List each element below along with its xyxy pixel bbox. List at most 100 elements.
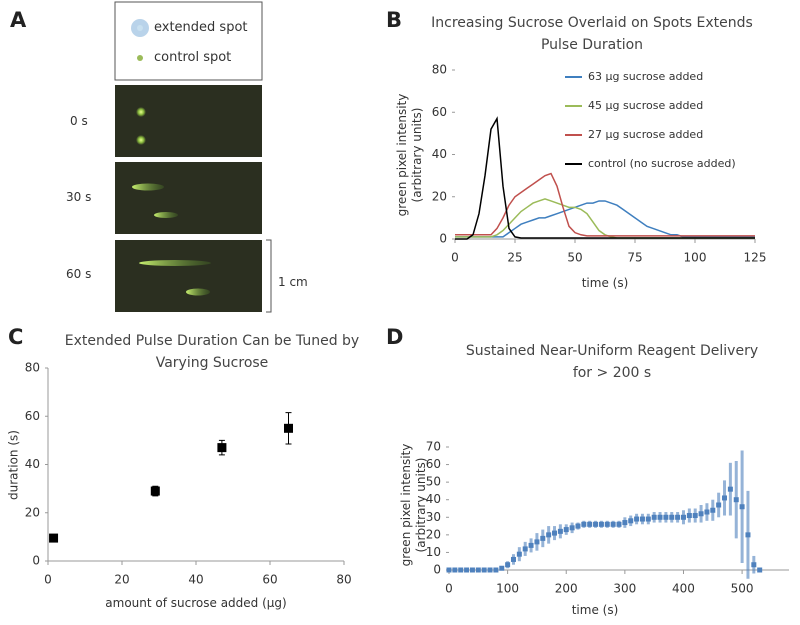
- point: [716, 502, 722, 508]
- point: [739, 504, 745, 510]
- y-tick-label: 80: [25, 361, 40, 375]
- y-tick-label: 20: [25, 505, 40, 519]
- y-axis-label: duration (s): [6, 430, 21, 500]
- legend-label: extended spot: [154, 20, 248, 35]
- chart-title: Sustained Near-Uniform Reagent Delivery …: [465, 343, 759, 381]
- point: [528, 542, 534, 548]
- image-frame: [115, 85, 262, 157]
- point: [622, 520, 628, 526]
- frame-label: 0 s: [70, 114, 88, 128]
- y-tick-label: 20: [432, 189, 447, 203]
- legend-label: 45 µg sucrose added: [588, 99, 703, 112]
- spot: [136, 135, 146, 145]
- point: [49, 533, 59, 543]
- series-line: [455, 116, 755, 240]
- point: [639, 516, 645, 522]
- series-line: [455, 198, 755, 239]
- point: [563, 527, 569, 533]
- point: [587, 521, 593, 527]
- x-tick-label: 100: [684, 251, 707, 265]
- y-tick-label: 50: [426, 475, 441, 489]
- series-line: [455, 172, 755, 237]
- point: [692, 513, 698, 519]
- x-tick-label: 50: [567, 251, 582, 265]
- x-tick-label: 75: [627, 251, 642, 265]
- point: [651, 514, 657, 520]
- frame-label: 60 s: [66, 267, 92, 281]
- point: [487, 567, 493, 573]
- x-tick-label: 0: [445, 582, 453, 596]
- point: [727, 486, 733, 492]
- scale-label: 1 cm: [278, 275, 308, 289]
- point: [510, 556, 516, 562]
- y-tick-label: 0: [32, 554, 40, 568]
- spot: [132, 183, 164, 191]
- x-axis-label: time (s): [581, 276, 629, 290]
- x-tick-label: 60: [262, 573, 277, 587]
- y-tick-label: 0: [439, 232, 447, 246]
- legend-label: 27 µg sucrose added: [588, 128, 703, 141]
- y-tick-label: 40: [426, 492, 441, 506]
- x-tick-label: 25: [507, 251, 522, 265]
- point: [475, 567, 481, 573]
- spot: [186, 288, 210, 296]
- point: [733, 497, 739, 503]
- scale-bar: [266, 239, 272, 313]
- x-tick-label: 125: [744, 251, 767, 265]
- point: [698, 511, 704, 517]
- x-tick-label: 100: [496, 582, 519, 596]
- point: [499, 565, 505, 571]
- y-tick-label: 60: [432, 105, 447, 119]
- y-tick-label: 60: [426, 457, 441, 471]
- y-tick-label: 10: [426, 545, 441, 559]
- point: [493, 567, 499, 573]
- point: [452, 567, 458, 573]
- y-tick-label: 20: [426, 527, 441, 541]
- point: [616, 521, 622, 527]
- image-frame: [115, 240, 262, 312]
- point: [751, 562, 757, 568]
- spot: [139, 260, 211, 266]
- chart-title: Extended Pulse Duration Can be Tuned by …: [64, 333, 360, 371]
- x-tick-label: 40: [188, 573, 203, 587]
- point: [446, 567, 452, 573]
- point: [669, 514, 675, 520]
- point: [593, 521, 599, 527]
- point: [745, 532, 751, 538]
- point: [663, 514, 669, 520]
- y-axis-label: green pixel intensity (arbitrary units): [395, 93, 424, 217]
- spot: [136, 107, 146, 117]
- x-tick-label: 80: [336, 573, 351, 587]
- y-tick-label: 60: [25, 409, 40, 423]
- point: [604, 521, 610, 527]
- point: [757, 567, 763, 573]
- x-tick-label: 0: [44, 573, 52, 587]
- point: [575, 523, 581, 529]
- x-tick-label: 500: [731, 582, 754, 596]
- spot: [154, 212, 178, 218]
- x-axis-label: amount of sucrose added (µg): [105, 596, 287, 610]
- point: [552, 530, 558, 536]
- frame-label: 30 s: [66, 190, 92, 204]
- point: [569, 525, 575, 531]
- point: [634, 516, 640, 522]
- point: [464, 567, 470, 573]
- chart-title: Increasing Sucrose Overlaid on Spots Ext…: [431, 15, 753, 53]
- point: [710, 507, 716, 513]
- panel-label: A: [10, 8, 27, 32]
- point: [581, 521, 587, 527]
- point: [516, 551, 522, 557]
- y-tick-label: 70: [426, 440, 441, 454]
- panel-label: D: [386, 325, 404, 349]
- legend-label: control (no sucrose added): [588, 157, 736, 170]
- legend-swatch: [137, 55, 143, 61]
- point: [546, 532, 552, 538]
- point: [481, 567, 487, 573]
- y-tick-label: 40: [432, 147, 447, 161]
- legend-label: control spot: [154, 50, 232, 65]
- panel-label: B: [386, 8, 403, 32]
- legend-label: 63 µg sucrose added: [588, 70, 703, 83]
- point: [722, 495, 728, 501]
- y-axis-label: green pixel intensity (arbitrary units): [399, 443, 428, 567]
- y-tick-label: 80: [432, 63, 447, 77]
